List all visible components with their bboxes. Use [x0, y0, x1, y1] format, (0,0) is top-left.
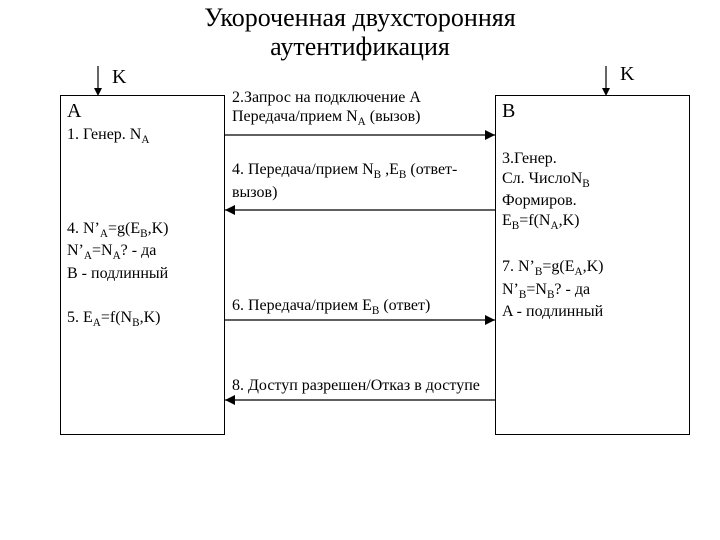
- entity-a-box: A 1. Генер. NA4. N’A=g(EB,K)N’A=NA? - да…: [60, 95, 225, 435]
- diagram-title: Укороченная двухсторонняяаутентификация: [0, 4, 720, 61]
- entity-b-box: B 3.Генер.Сл. ЧислоNB Формиров. EB=f(NA,…: [495, 95, 690, 435]
- label-step-6: 6. Передача/прием EB (ответ): [232, 296, 492, 319]
- arrow-step-8: [225, 394, 495, 406]
- k-arrow-right: [599, 66, 613, 96]
- entity-a-title: A: [67, 100, 218, 123]
- diagram-canvas: { "title": "Укороченная двухсторонняя\nа…: [0, 0, 720, 540]
- arrow-step-2: [225, 129, 495, 141]
- arrow-step-4: [225, 204, 495, 216]
- label-step-8: 8. Доступ разрешен/Отказ в доступе: [232, 376, 492, 395]
- entity-b-title: B: [502, 100, 683, 123]
- label-step-4: 4. Передача/прием NB ,EB (ответ-вызов): [232, 160, 492, 202]
- entity-a-body: 1. Генер. NA4. N’A=g(EB,K)N’A=NA? - даB …: [67, 125, 218, 330]
- label-step-2: 2.Запрос на подключение АПередача/прием …: [232, 88, 492, 130]
- entity-b-body: 3.Генер.Сл. ЧислоNB Формиров. EB=f(NA,K)…: [502, 125, 683, 322]
- k-label-left: K: [112, 66, 126, 89]
- k-arrow-left: [91, 66, 105, 96]
- k-label-right: K: [620, 63, 634, 86]
